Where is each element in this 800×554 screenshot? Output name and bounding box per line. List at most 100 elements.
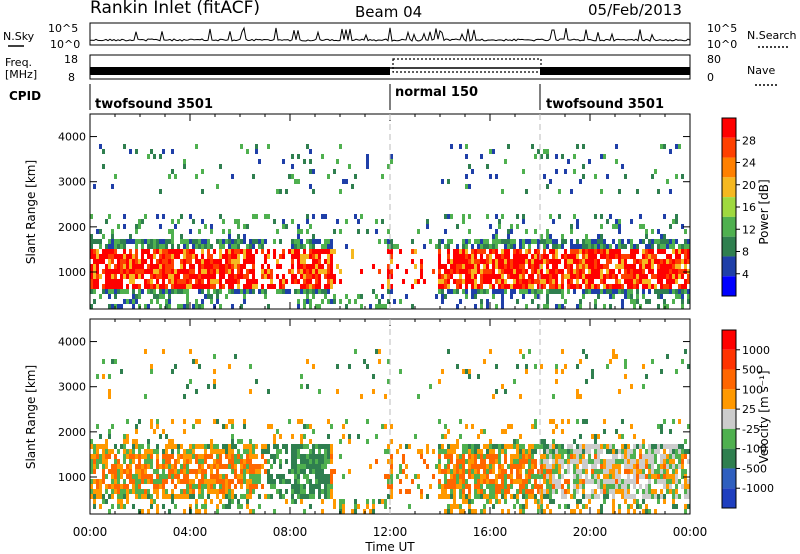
data-cell	[645, 454, 648, 459]
colorbar-swatch	[722, 468, 736, 489]
data-cell	[618, 474, 621, 479]
data-cell	[297, 254, 300, 259]
data-cell	[312, 189, 315, 194]
data-cell	[237, 279, 240, 284]
data-cell	[489, 149, 492, 154]
data-cell	[540, 284, 543, 289]
data-cell	[525, 369, 528, 374]
data-cell	[156, 239, 159, 244]
data-cell	[522, 214, 525, 219]
data-cell	[270, 274, 273, 279]
data-cell	[651, 454, 654, 459]
data-cell	[399, 479, 402, 484]
colorbar-tick-label: -25	[742, 423, 760, 436]
data-cell	[324, 444, 327, 449]
data-cell	[522, 464, 525, 469]
data-cell	[420, 489, 423, 494]
data-cell	[585, 289, 588, 294]
data-cell	[312, 364, 315, 369]
data-cell	[300, 454, 303, 459]
data-cell	[234, 454, 237, 459]
data-cell	[165, 274, 168, 279]
data-cell	[570, 224, 573, 229]
data-cell	[507, 269, 510, 274]
data-cell	[297, 244, 300, 249]
data-cell	[576, 259, 579, 264]
data-cell	[660, 269, 663, 274]
data-cell	[216, 469, 219, 474]
data-cell	[324, 239, 327, 244]
data-cell	[96, 269, 99, 274]
data-cell	[666, 284, 669, 289]
data-cell	[99, 144, 102, 149]
data-cell	[501, 304, 504, 309]
data-cell	[96, 284, 99, 289]
data-cell	[561, 154, 564, 159]
data-cell	[201, 269, 204, 274]
data-cell	[144, 479, 147, 484]
data-cell	[273, 239, 276, 244]
data-cell	[327, 479, 330, 484]
data-cell	[399, 299, 402, 304]
data-cell	[441, 369, 444, 374]
data-cell	[204, 509, 207, 514]
data-cell	[285, 489, 288, 494]
data-cell	[291, 454, 294, 459]
data-cell	[246, 454, 249, 459]
data-cell	[573, 214, 576, 219]
data-cell	[621, 264, 624, 269]
data-cell	[171, 254, 174, 259]
data-cell	[264, 494, 267, 499]
data-cell	[636, 294, 639, 299]
data-cell	[591, 249, 594, 254]
data-cell	[93, 494, 96, 499]
data-cell	[600, 214, 603, 219]
data-cell	[507, 444, 510, 449]
data-cell	[651, 264, 654, 269]
data-cell	[189, 269, 192, 274]
data-cell	[396, 474, 399, 479]
data-cell	[312, 484, 315, 489]
data-cell	[564, 264, 567, 269]
data-cell	[219, 489, 222, 494]
data-cell	[495, 254, 498, 259]
data-cell	[327, 239, 330, 244]
data-cell	[492, 149, 495, 154]
data-cell	[528, 259, 531, 264]
data-cell	[318, 269, 321, 274]
freq-tick-top: 18	[64, 53, 78, 66]
data-cell	[186, 469, 189, 474]
data-cell	[495, 264, 498, 269]
data-cell	[393, 244, 396, 249]
data-cell	[294, 274, 297, 279]
data-cell	[561, 349, 564, 354]
data-cell	[669, 149, 672, 154]
data-cell	[273, 444, 276, 449]
data-cell	[387, 474, 390, 479]
data-cell	[594, 289, 597, 294]
data-cell	[174, 249, 177, 254]
data-cell	[492, 264, 495, 269]
data-cell	[660, 264, 663, 269]
data-cell	[168, 269, 171, 274]
data-cell	[582, 244, 585, 249]
data-cell	[168, 254, 171, 259]
data-cell	[162, 464, 165, 469]
data-cell	[621, 254, 624, 259]
data-cell	[489, 274, 492, 279]
data-cell	[453, 484, 456, 489]
data-cell	[114, 249, 117, 254]
data-cell	[303, 244, 306, 249]
data-cell	[144, 489, 147, 494]
data-cell	[486, 484, 489, 489]
data-cell	[540, 504, 543, 509]
data-cell	[402, 454, 405, 459]
data-cell	[588, 454, 591, 459]
data-cell	[375, 349, 378, 354]
data-cell	[534, 249, 537, 254]
data-cell	[621, 274, 624, 279]
data-cell	[309, 274, 312, 279]
data-cell	[294, 489, 297, 494]
data-cell	[516, 274, 519, 279]
data-cell	[624, 359, 627, 364]
